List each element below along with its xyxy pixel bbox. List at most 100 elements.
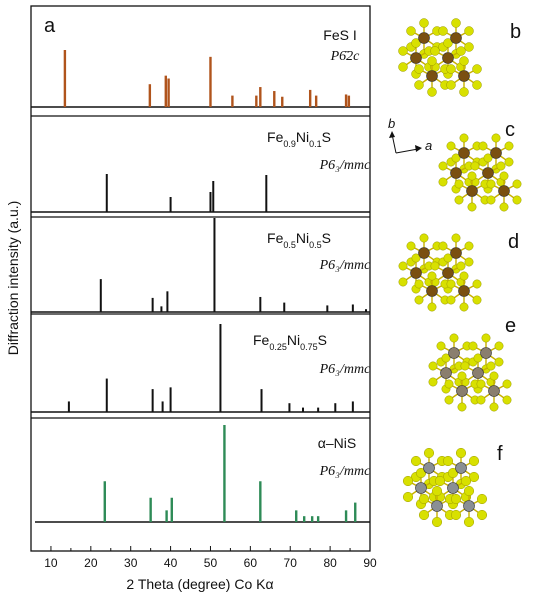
sulfur-atom [450, 493, 462, 505]
sulfur-atom [489, 371, 499, 381]
sulfur-atom [414, 279, 424, 289]
peak-bar [148, 84, 152, 107]
peak-bar [334, 403, 337, 412]
sulfur-atom [491, 133, 501, 143]
panel-letter-a: a [44, 15, 56, 37]
peak-bar [151, 389, 154, 412]
peak-bar [301, 407, 304, 412]
space-group: P6₃/mmc [319, 464, 372, 479]
panel-labels: FeS IP6̄2cFe0.9Ni0.1SP6₃/mmcFe0.5Ni0.5SP… [253, 27, 371, 479]
sulfur-atom [443, 253, 453, 263]
peak-bar [314, 95, 318, 107]
x-tick-label: 70 [284, 556, 298, 570]
peak-bar [209, 56, 212, 107]
sulfur-atom [496, 161, 506, 171]
sulfur-atom [419, 18, 429, 28]
peak-bar [105, 174, 108, 212]
sulfur-atom [418, 509, 430, 521]
formula-element: Fe [253, 332, 270, 348]
sulfur-atom [512, 195, 522, 205]
y-axis-label: Diffraction intensity (a.u.) [5, 201, 21, 356]
sulfur-atom [459, 56, 469, 66]
sulfur-atom [478, 141, 488, 151]
metal-atom [458, 285, 470, 297]
peak-bar [259, 296, 262, 312]
sulfur-atom [451, 18, 461, 28]
space-group: P6₃/mmc [319, 362, 372, 377]
formula-element: S [322, 129, 331, 145]
sulfur-atom [406, 241, 416, 251]
sulfur-atom [464, 26, 474, 36]
peak-bar [259, 87, 262, 107]
peak-bar [169, 387, 172, 412]
peak-bar [326, 305, 329, 312]
peak-bar [219, 324, 222, 412]
formula-element: Ni [296, 129, 309, 145]
metal-atom [455, 462, 467, 474]
metal-atom [488, 385, 500, 397]
peak-bar [161, 401, 164, 412]
metal-atom [440, 367, 452, 379]
baselines [31, 106, 370, 523]
sulfur-atom [441, 353, 451, 363]
sulfur-atom [427, 56, 437, 66]
sulfur-atom [402, 491, 414, 503]
formula-element: Fe [267, 230, 284, 246]
formula-subscript: 0.5 [309, 240, 322, 250]
sulfur-atom [427, 271, 437, 281]
sulfur-atom [476, 509, 488, 521]
sulfur-atom [438, 177, 448, 187]
peak-bar [212, 181, 215, 212]
metal-atom [456, 385, 468, 397]
peak-bar [103, 481, 106, 522]
metal-atom [463, 500, 475, 512]
sulfur-atom [406, 26, 416, 36]
sulfur-atom [411, 253, 421, 263]
peak-bar [283, 302, 286, 312]
sulfur-atom [418, 493, 430, 505]
sulfur-atom [446, 64, 456, 74]
peak-bar [259, 481, 262, 522]
sulfur-atom [414, 80, 424, 90]
peak-bar [351, 401, 354, 412]
formula-subscript: 0.1 [309, 139, 322, 149]
metal-atom [442, 52, 454, 64]
x-tick-label: 50 [204, 556, 218, 570]
x-tick-label: 30 [124, 556, 138, 570]
sulfur-atom [402, 475, 414, 487]
sulfur-atom [502, 379, 512, 389]
sulfur-atom [444, 379, 454, 389]
metal-atom [490, 147, 502, 159]
sulfur-atom [431, 516, 443, 528]
sulfur-atom [459, 302, 469, 312]
peak-bar [308, 89, 312, 107]
sulfur-atom [428, 361, 438, 371]
formula-element: Ni [296, 230, 309, 246]
structure-c [438, 133, 522, 212]
metal-atom [447, 482, 459, 494]
peak-bar [149, 497, 152, 522]
metal-atom [418, 32, 430, 44]
peak-bar [351, 304, 354, 312]
peak-bar [209, 192, 212, 212]
panel-letter-f: f [497, 443, 503, 465]
sulfur-atom [436, 341, 446, 351]
structure-e [428, 333, 512, 412]
panel-letter-b: b [510, 21, 521, 43]
x-tick-label: 40 [164, 556, 178, 570]
sulfur-atom [430, 46, 440, 56]
sulfur-atom [438, 26, 448, 36]
sulfur-atom [449, 333, 459, 343]
peak-bar [281, 96, 284, 107]
sulfur-atom [472, 80, 482, 90]
lattice-axes: b a [388, 116, 432, 154]
metal-atom [480, 347, 492, 359]
peak-bar [344, 510, 348, 522]
sulfur-atom [464, 241, 474, 251]
phase-name: Fe0.9Ni0.1S [267, 129, 331, 149]
metal-atom [426, 285, 438, 297]
peak-bar [165, 510, 168, 522]
panel-dividers [31, 115, 370, 419]
peak-bar [223, 425, 226, 522]
formula-subscript: 0.5 [283, 240, 296, 250]
